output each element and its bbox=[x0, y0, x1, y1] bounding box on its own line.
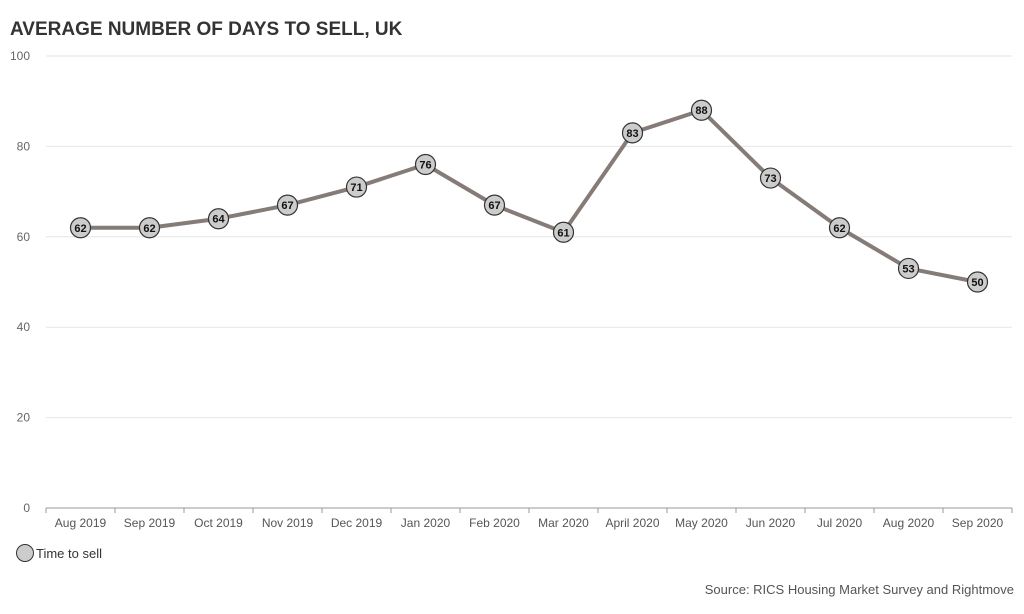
data-label: 62 bbox=[143, 223, 155, 235]
x-tick-label: May 2020 bbox=[675, 516, 728, 530]
y-tick-label: 20 bbox=[17, 411, 31, 425]
data-point bbox=[897, 257, 920, 280]
y-tick-label: 100 bbox=[10, 49, 30, 63]
data-point bbox=[207, 208, 230, 230]
data-label: 83 bbox=[626, 128, 638, 140]
data-point bbox=[759, 167, 782, 189]
data-label: 64 bbox=[212, 214, 225, 226]
data-label: 62 bbox=[74, 223, 86, 235]
data-point bbox=[69, 217, 92, 239]
x-tick-label: Feb 2020 bbox=[469, 516, 520, 530]
x-tick-label: Aug 2019 bbox=[55, 516, 107, 530]
data-point bbox=[414, 153, 437, 176]
x-tick-label: Mar 2020 bbox=[538, 516, 589, 530]
x-tick-label: Jul 2020 bbox=[817, 516, 863, 530]
legend-marker-icon bbox=[16, 544, 34, 562]
x-tick-label: Jun 2020 bbox=[746, 516, 796, 530]
data-label: 71 bbox=[350, 182, 362, 194]
legend-label: Time to sell bbox=[36, 545, 102, 561]
series-line bbox=[80, 108, 978, 284]
data-point bbox=[483, 194, 506, 216]
x-tick-label: April 2020 bbox=[605, 516, 659, 530]
data-label: 73 bbox=[764, 173, 776, 185]
x-tick-label: Jan 2020 bbox=[401, 516, 451, 530]
data-label: 50 bbox=[971, 277, 983, 289]
x-tick-label: Oct 2019 bbox=[194, 516, 243, 530]
data-point bbox=[828, 217, 851, 239]
x-tick-label: Aug 2020 bbox=[883, 516, 935, 530]
y-tick-label: 40 bbox=[17, 320, 31, 334]
data-point bbox=[621, 122, 644, 144]
data-label: 67 bbox=[488, 200, 500, 212]
x-tick-label: Nov 2019 bbox=[262, 516, 314, 530]
data-point bbox=[552, 221, 575, 243]
chart-title: AVERAGE NUMBER OF DAYS TO SELL, UK bbox=[10, 19, 403, 40]
data-label: 76 bbox=[419, 159, 431, 171]
x-tick-label: Dec 2019 bbox=[331, 516, 383, 530]
x-tick-label: Sep 2020 bbox=[952, 516, 1004, 530]
legend[interactable]: Time to sell bbox=[16, 544, 102, 562]
data-point bbox=[690, 99, 713, 121]
data-point bbox=[276, 194, 299, 216]
source-note: Source: RICS Housing Market Survey and R… bbox=[704, 582, 1014, 597]
data-label: 88 bbox=[695, 105, 707, 117]
data-label: 62 bbox=[833, 223, 845, 235]
data-point bbox=[966, 271, 989, 293]
data-label: 53 bbox=[902, 263, 914, 275]
data-label: 67 bbox=[281, 200, 293, 212]
y-tick-label: 80 bbox=[17, 139, 31, 153]
data-label: 61 bbox=[557, 227, 569, 239]
y-tick-label: 60 bbox=[17, 230, 31, 244]
data-point bbox=[345, 176, 368, 198]
x-tick-label: Sep 2019 bbox=[124, 516, 176, 530]
y-tick-label: 0 bbox=[23, 501, 30, 515]
data-point bbox=[138, 217, 161, 239]
